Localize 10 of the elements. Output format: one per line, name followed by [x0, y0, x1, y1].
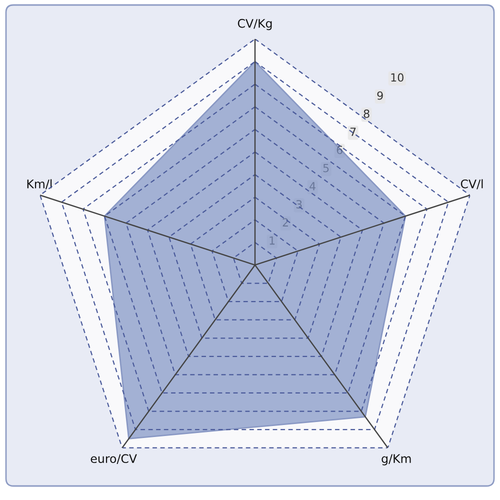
y-tick-label: 10 [391, 73, 404, 82]
y-tick-label: 9 [377, 91, 383, 100]
spoke-label: g/Km [382, 454, 411, 466]
spoke-label: CV/l [460, 179, 483, 190]
spoke-label: euro/CV [90, 454, 137, 464]
y-tick-label: 7 [350, 128, 356, 136]
y-tick-label: 6 [336, 146, 342, 154]
spoke-label: Km/l [27, 179, 52, 190]
y-tick-label: 8 [364, 109, 370, 118]
spoke-label: CV/Kg [238, 18, 272, 30]
